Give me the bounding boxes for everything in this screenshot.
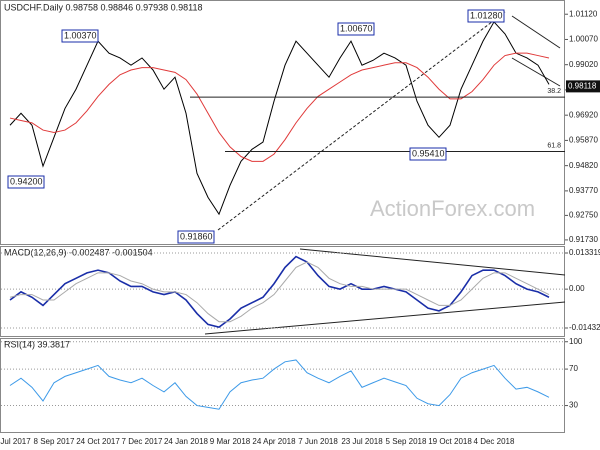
y-tick-label: 0.99020	[569, 60, 598, 69]
annotation: 0.94200	[10, 176, 43, 186]
annotation-box	[337, 22, 375, 36]
y-tick-label: -0.014323	[569, 323, 600, 332]
y-tick-label: 0.013319	[569, 248, 600, 257]
trend-line	[217, 11, 506, 231]
annotation-box	[61, 29, 99, 43]
x-tick-label: 8 Sep 2017	[34, 437, 75, 446]
annotation: 1.00670	[340, 23, 373, 33]
x-tick-label: 24 Apr 2018	[252, 437, 296, 446]
y-tick-label: 1.01120	[569, 9, 598, 18]
channel-line	[511, 57, 561, 87]
x-tick-label: 23 Jul 2018	[341, 437, 383, 446]
x-tick-label: 24 Jan 2018	[164, 437, 209, 446]
x-tick-label: 4 Dec 2018	[474, 437, 515, 446]
y-tick-label: 0.95870	[569, 136, 598, 145]
y-tick-label: 0.92750	[569, 211, 598, 220]
y-tick-label: 0.91730	[569, 235, 598, 244]
macd-title: MACD(12,26,9) -0.002487 -0.001504	[4, 247, 153, 257]
annotation-box	[409, 147, 447, 161]
series-line	[9, 52, 550, 162]
rsi-title: RSI(14) 39.3817	[4, 339, 70, 349]
macd-trend-line	[299, 248, 566, 276]
series-line	[9, 21, 550, 216]
x-tick-label: 5 Sep 2018	[386, 437, 427, 446]
last-price-tag	[566, 80, 600, 93]
watermark: ActionForex.com	[370, 196, 535, 221]
y-tick-label: 0.96920	[569, 110, 598, 119]
price-panel	[0, 0, 565, 245]
last-price-label: 0.98118	[568, 81, 597, 90]
x-tick-label: 24 Oct 2017	[76, 437, 120, 446]
series-line	[9, 261, 550, 323]
y-tick-label: 0.00	[569, 284, 585, 293]
fib-label: 61.8	[547, 142, 561, 149]
annotation: 0.91860	[180, 231, 213, 241]
annotation: 0.95410	[412, 148, 445, 158]
x-tick-label: 9 Mar 2018	[210, 437, 251, 446]
rsi-panel	[0, 338, 565, 433]
y-tick-label: 70	[569, 364, 578, 373]
macd-trend-line	[204, 301, 566, 335]
channel-line	[511, 15, 561, 49]
annotation-box	[177, 230, 215, 244]
y-tick-label: 0.94820	[569, 161, 598, 170]
y-tick-label: 0.93770	[569, 186, 598, 195]
y-tick-label: 1.00070	[569, 35, 598, 44]
series-line	[9, 359, 550, 410]
x-tick-label: 7 Jun 2018	[298, 437, 338, 446]
x-tick-label: 19 Oct 2018	[428, 437, 472, 446]
annotation-box	[467, 9, 505, 23]
annotation: 1.01280	[470, 10, 503, 20]
y-tick-label: 100	[569, 337, 583, 346]
x-tick-label: 7 Dec 2017	[122, 437, 163, 446]
series-line	[9, 255, 550, 328]
annotation: 1.00370	[64, 30, 97, 40]
macd-panel	[0, 246, 565, 337]
x-tick-label: 26 Jul 2017	[0, 437, 31, 446]
y-tick-label: 30	[569, 401, 578, 410]
fib-label: 38.2	[547, 88, 561, 95]
annotation-box	[7, 175, 45, 189]
price-title: USDCHF.Daily 0.98758 0.98846 0.97938 0.9…	[4, 2, 202, 12]
